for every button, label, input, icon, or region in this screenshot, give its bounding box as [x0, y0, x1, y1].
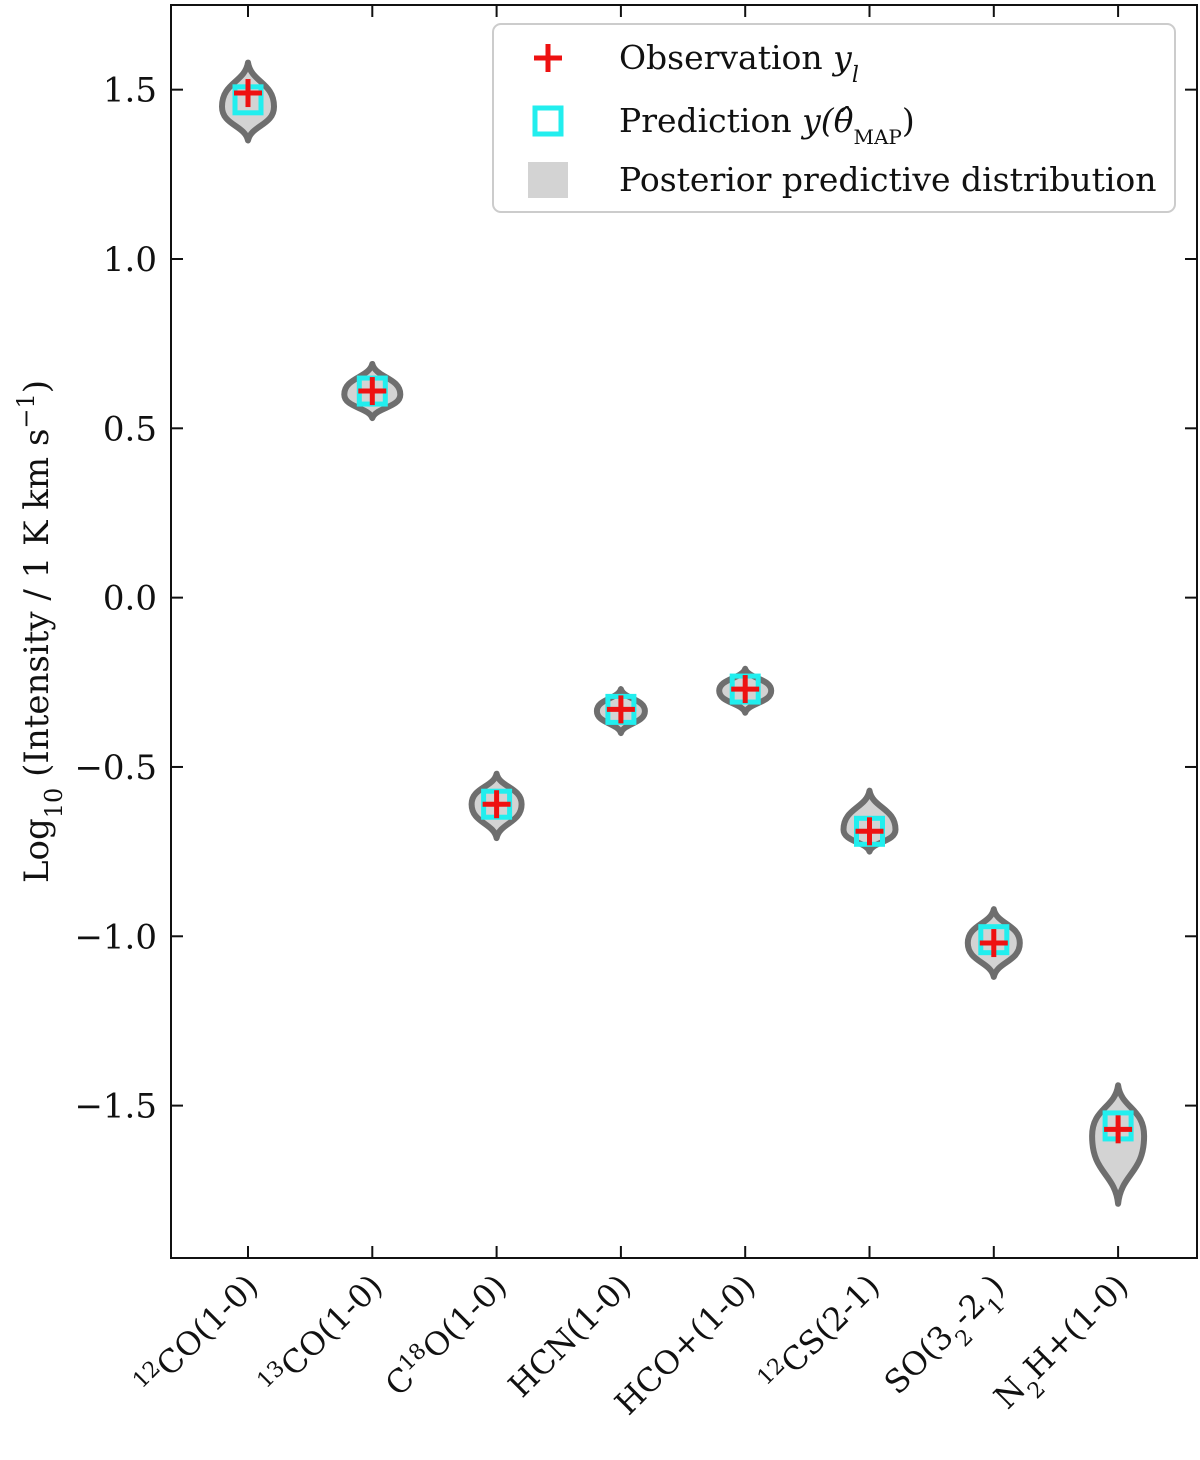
- ytick-label-1: 1.0: [103, 240, 157, 280]
- ytick-label-6: −1.5: [74, 1087, 157, 1127]
- y-axis: 1.5 1.0 0.5 0.0 −0.5 −1.0 −1.5: [74, 71, 1197, 1127]
- xtick-label-5: 12CS(2-1): [753, 1266, 888, 1401]
- legend-observation-label: Observation yl: [619, 38, 859, 88]
- observation-marker-2: [482, 790, 511, 819]
- legend-observation-marker: [534, 44, 562, 72]
- ytick-label-0: 1.5: [103, 71, 157, 111]
- observation-marker-0: [234, 79, 262, 108]
- markers-layer: [232, 79, 1134, 1144]
- observation-marker-1: [358, 377, 387, 406]
- xtick-label-0: 12CO(1-0): [128, 1266, 266, 1404]
- xtick-label-2: C18O(1-0): [377, 1266, 515, 1404]
- observation-marker-7: [1104, 1115, 1133, 1144]
- legend-posterior-label: Posterior predictive distribution: [619, 160, 1157, 199]
- ytick-label-3: 0.0: [103, 579, 157, 619]
- legend-posterior-swatch: [528, 162, 568, 198]
- observation-marker-6: [979, 929, 1008, 958]
- xtick-label-7: N2H+(1-0): [986, 1267, 1143, 1424]
- legend-prediction-marker: [532, 105, 564, 137]
- observation-marker-4: [731, 675, 760, 704]
- plot-area: [170, 4, 1198, 1259]
- xtick-label-1: 13CO(1-0): [252, 1266, 390, 1404]
- observation-marker-3: [606, 695, 635, 724]
- legend-box: [492, 23, 1176, 213]
- ytick-label-4: −0.5: [74, 748, 157, 788]
- ytick-label-2: 0.5: [103, 409, 157, 449]
- ytick-label-5: −1.0: [74, 917, 157, 957]
- legend: Observation yl Prediction y(θ̂MAP) Posteri…: [492, 23, 1176, 213]
- y-axis-label: Log10 (Intensity / 1 K km s−1): [12, 380, 68, 883]
- observation-marker-5: [855, 817, 884, 846]
- y-axis-label-text: Log10 (Intensity / 1 K km s−1): [12, 380, 68, 883]
- legend-prediction-label: Prediction y(θ̂MAP): [619, 101, 915, 149]
